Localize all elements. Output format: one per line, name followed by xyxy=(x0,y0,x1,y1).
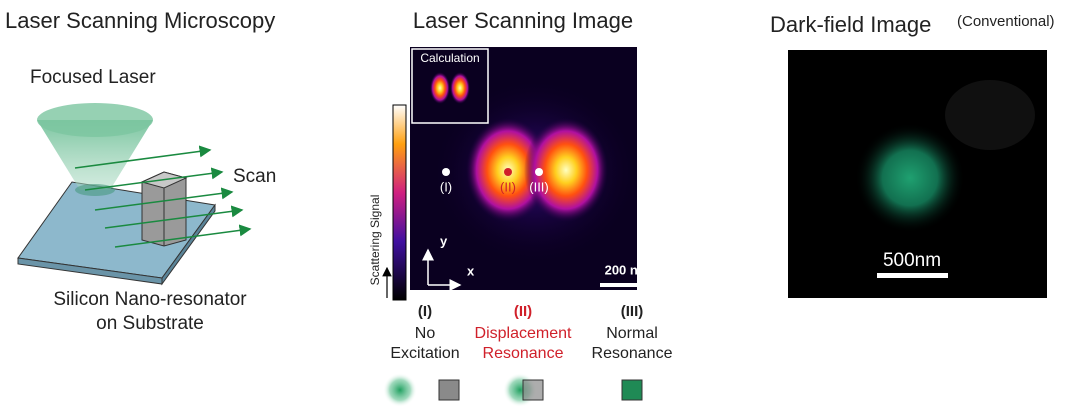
case-text: Resonance xyxy=(483,345,564,362)
case-text: No xyxy=(415,325,436,342)
point-label: (II) xyxy=(500,179,516,194)
case-text: Displacement xyxy=(475,325,572,342)
laser-cone xyxy=(37,120,153,190)
icon-beam xyxy=(383,373,417,407)
axis-label: y xyxy=(440,233,448,248)
scale-bar xyxy=(600,283,655,287)
case-text: Normal xyxy=(606,325,658,342)
laser-top xyxy=(37,103,153,137)
substrate-side xyxy=(161,203,216,286)
scan-arrows xyxy=(74,145,252,248)
laser-label: Focused Laser xyxy=(30,67,156,88)
colorbar xyxy=(392,104,407,301)
panel-subtitle: (Conventional) xyxy=(957,13,1055,30)
icon-resonator xyxy=(438,379,460,401)
sample-label: Silicon Nano-resonator xyxy=(53,289,247,310)
scan-label: Scan xyxy=(233,166,276,187)
background-glow xyxy=(945,80,1035,150)
axis-label: x xyxy=(467,263,475,278)
scale-label: 200 nm xyxy=(605,262,650,277)
inset-label: Calculation xyxy=(420,51,479,65)
scatter-spot xyxy=(855,123,965,233)
laser-spot xyxy=(75,184,115,196)
point-label: (III) xyxy=(529,179,549,194)
panel-title: Laser Scanning Image xyxy=(413,8,633,33)
inset-lobe xyxy=(450,72,470,104)
icon-resonator xyxy=(522,379,544,401)
inset xyxy=(411,48,489,124)
point xyxy=(504,168,512,176)
sample-label: on Substrate xyxy=(96,313,204,334)
case-label: (I) xyxy=(418,303,432,320)
case-text: Excitation xyxy=(390,345,459,362)
lobe xyxy=(524,118,608,222)
panel-title: Laser Scanning Microscopy xyxy=(5,8,275,33)
case-label: (III) xyxy=(621,303,644,320)
scale-label: 500nm xyxy=(883,250,941,271)
point xyxy=(442,168,450,176)
inset-lobe xyxy=(430,72,450,104)
scale-bar xyxy=(877,273,948,278)
icon-resonator xyxy=(621,379,643,401)
point xyxy=(535,168,543,176)
panel-title: Dark-field Image xyxy=(770,12,931,37)
axes-arrows xyxy=(422,248,462,291)
point-label: (I) xyxy=(440,179,452,194)
colorbar-label: Scattering Signal xyxy=(368,195,382,286)
case-label: (II) xyxy=(514,303,532,320)
case-text: Resonance xyxy=(592,345,673,362)
